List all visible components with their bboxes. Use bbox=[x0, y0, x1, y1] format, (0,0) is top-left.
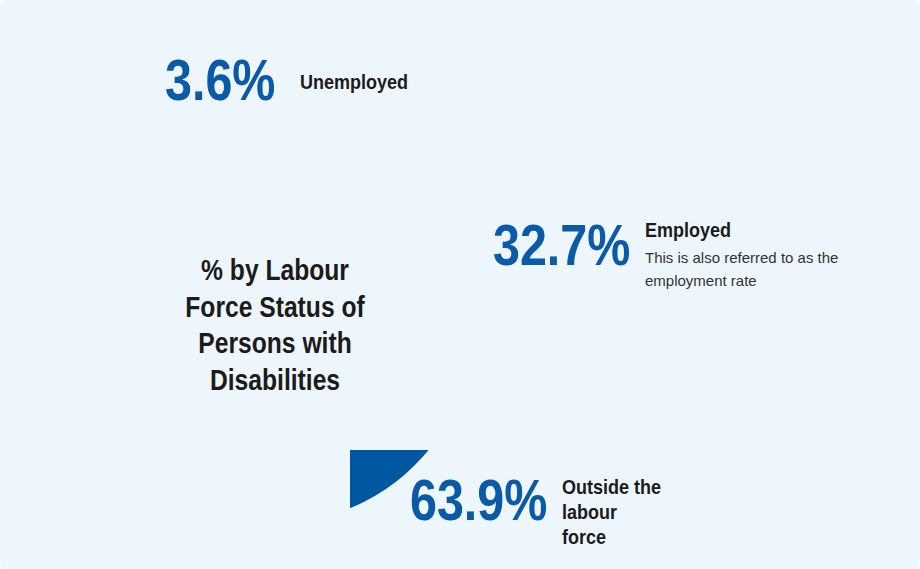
text-line: This is also referred to as the bbox=[645, 249, 838, 266]
data-label: 3.6% bbox=[165, 48, 275, 112]
text-line: force bbox=[562, 526, 606, 548]
text-line: Employed bbox=[645, 219, 731, 241]
chart-container: % by Labour Force Status of Persons with Di… bbox=[0, 0, 920, 569]
labels: 32.7% Employed This is also referred to as… bbox=[165, 48, 838, 548]
text-line: labour bbox=[562, 501, 618, 523]
text-line: Disabilities bbox=[210, 365, 340, 397]
background bbox=[0, 0, 920, 569]
data-label: 32.7% bbox=[493, 213, 630, 277]
text-line: Force Status of bbox=[185, 291, 365, 323]
category-label: Outside the labour force bbox=[562, 476, 661, 548]
category-label: Unemployed bbox=[300, 71, 408, 93]
category-label: Employed bbox=[645, 219, 731, 241]
chart-title: % by Labour Force Status of Persons with Di… bbox=[185, 254, 365, 397]
text-line: Persons with bbox=[198, 328, 351, 360]
data-label: 63.9% bbox=[410, 468, 547, 532]
text-line: Unemployed bbox=[300, 71, 408, 93]
text-line: employment rate bbox=[645, 272, 757, 289]
text-line: % by Labour bbox=[201, 254, 349, 286]
text-line: Outside the bbox=[562, 476, 661, 498]
annotation: This is also referred to as the employmen… bbox=[645, 249, 838, 289]
chart-svg: % by Labour Force Status of Persons with Di… bbox=[0, 0, 920, 569]
